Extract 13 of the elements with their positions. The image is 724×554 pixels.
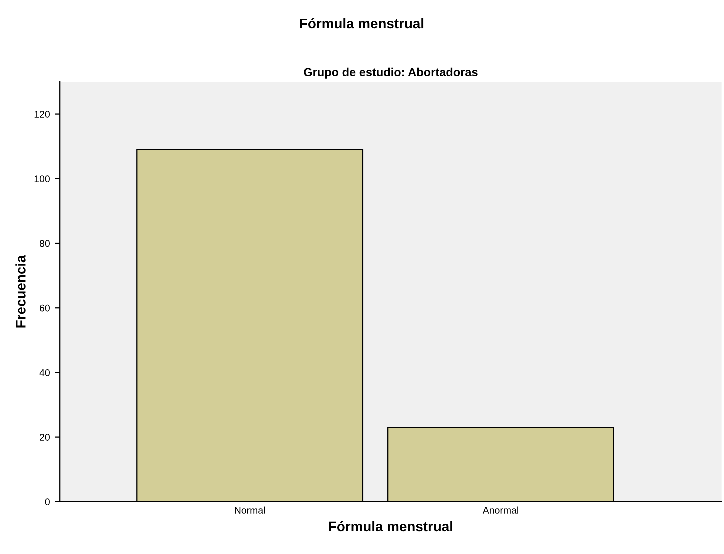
x-tick-label: Anormal [482, 506, 518, 514]
x-axis-title: Fórmula menstrual [329, 521, 452, 532]
y-axis-title: Frecuencia [16, 255, 26, 328]
x-tick-label: Normal [235, 506, 266, 514]
y-tick-label: 60 [40, 304, 50, 312]
y-tick-label: 80 [40, 240, 50, 248]
y-tick-label: 20 [40, 434, 50, 441]
y-tick-label: 120 [34, 111, 50, 118]
y-tick-label: 100 [34, 176, 50, 183]
y-tick-label: 40 [40, 369, 50, 376]
y-tick-label: 0 [45, 498, 50, 506]
chart-title: Fórmula menstrual [300, 18, 424, 29]
chart-subtitle: Grupo de estudio: Abortadoras [304, 68, 478, 79]
